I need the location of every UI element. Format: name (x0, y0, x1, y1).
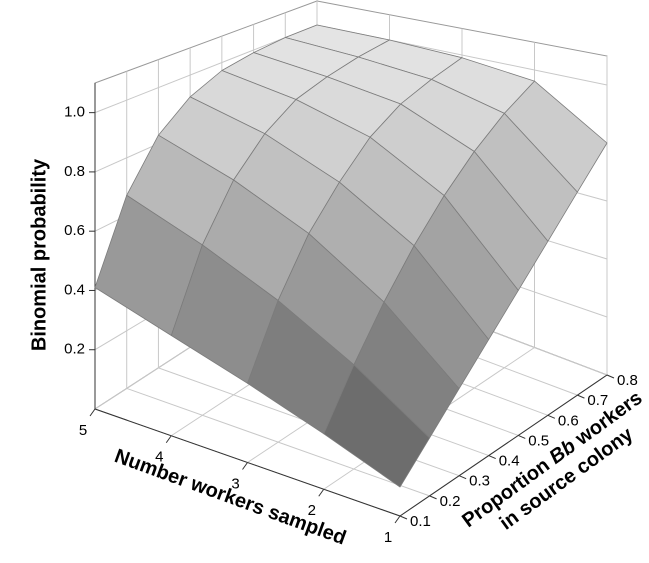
tick-mark (399, 515, 408, 520)
grid-line (126, 387, 430, 497)
tick-mark (89, 408, 96, 417)
tick-mark (165, 435, 172, 444)
tick-mark (577, 394, 585, 399)
z-tick-label: 0.8 (64, 163, 85, 180)
x-tick-label: 3 (231, 475, 239, 492)
x-tick-label: 2 (308, 502, 316, 519)
y-tick-label: 0.5 (528, 432, 549, 449)
y-tick-label: 0.7 (587, 392, 608, 409)
x-tick-label: 5 (79, 422, 87, 439)
tick-mark (547, 414, 556, 419)
y-tick-label: 0.1 (410, 513, 431, 530)
z-tick-label: 0.2 (64, 341, 85, 358)
y-tick-label: 0.6 (558, 412, 579, 429)
z-tick-label: 1.0 (64, 104, 85, 121)
tick-mark (318, 488, 325, 497)
tick-mark (488, 455, 496, 460)
z-axis-label: Binomial probability (28, 158, 50, 351)
tick-mark (394, 515, 401, 524)
tick-mark (429, 495, 437, 500)
y-axis (399, 374, 608, 517)
tick-mark (606, 374, 615, 379)
tick-mark (242, 462, 248, 470)
y-tick-label: 0.4 (499, 453, 520, 470)
y-tick-label: 0.3 (469, 473, 490, 490)
z-tick-label: 0.4 (64, 281, 85, 298)
y-tick-label: 0.8 (617, 372, 638, 389)
tick-mark (458, 475, 467, 480)
surface-patch (323, 364, 431, 488)
y-tick-label: 0.2 (440, 493, 461, 510)
x-tick-label: 1 (384, 529, 392, 546)
x-tick-label: 4 (155, 449, 163, 466)
tick-mark (518, 434, 526, 439)
surface (94, 24, 608, 488)
z-tick-label: 0.6 (64, 222, 85, 239)
x-axis (94, 408, 401, 517)
